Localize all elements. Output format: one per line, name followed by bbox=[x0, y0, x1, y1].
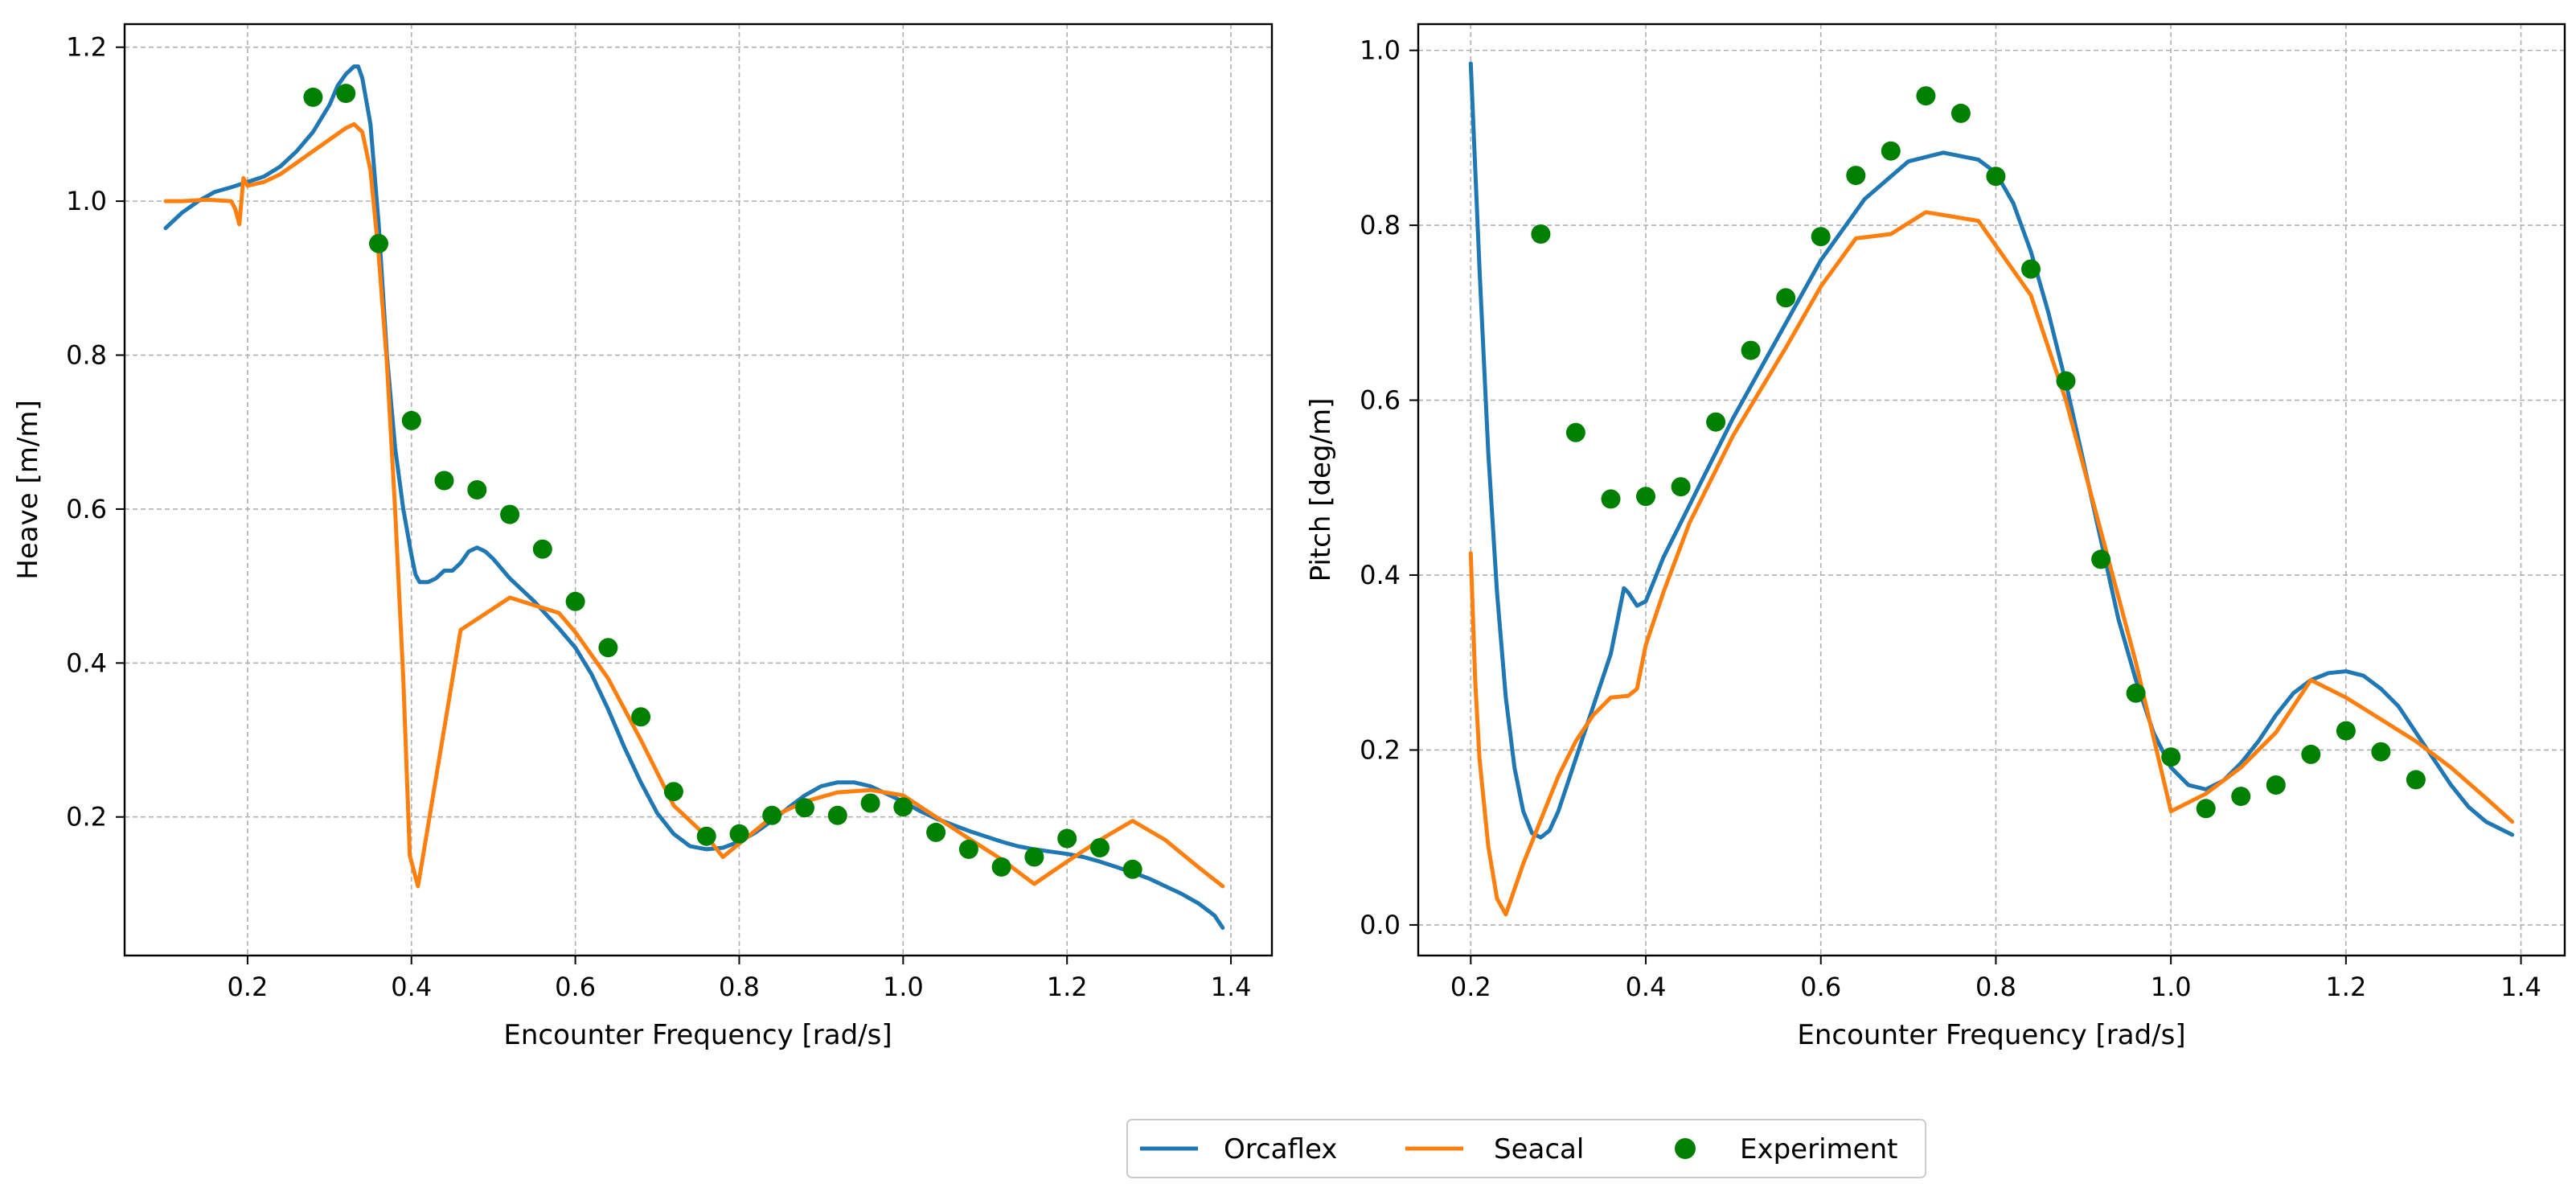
heave-y-tick-label: 0.6 bbox=[66, 494, 107, 524]
pitch-experiment-point bbox=[1671, 477, 1691, 497]
heave-experiment-point bbox=[500, 504, 520, 524]
pitch-experiment-point bbox=[1950, 103, 1971, 123]
pitch-experiment-point bbox=[2231, 787, 2251, 807]
heave-experiment-point bbox=[467, 480, 487, 499]
heave-y-tick-label: 1.2 bbox=[66, 32, 107, 63]
heave-experiment-point bbox=[532, 539, 552, 559]
pitch-x-tick-label: 0.6 bbox=[1800, 972, 1841, 1002]
pitch-experiment-point bbox=[1636, 487, 1655, 507]
pitch-experiment-point bbox=[1846, 166, 1866, 186]
heave-experiment-point bbox=[926, 822, 946, 842]
heave-x-tick-label: 1.4 bbox=[1211, 972, 1252, 1002]
heave-y-tick-label: 0.2 bbox=[66, 802, 107, 832]
pitch-y-axis-label: Pitch [deg/m] bbox=[1305, 398, 1337, 582]
pitch-experiment-point bbox=[2371, 742, 2391, 762]
heave-experiment-point bbox=[893, 797, 913, 817]
pitch-experiment-point bbox=[2266, 775, 2286, 795]
legend-experiment-label: Experiment bbox=[1740, 1133, 1897, 1165]
heave-y-axis-label: Heave [m/m] bbox=[12, 400, 44, 579]
heave-x-tick-label: 1.2 bbox=[1047, 972, 1088, 1002]
heave-x-tick-label: 0.4 bbox=[391, 972, 432, 1002]
pitch-experiment-point bbox=[1776, 288, 1796, 308]
heave-x-tick-label: 0.6 bbox=[555, 972, 596, 1002]
pitch-x-tick-label: 1.4 bbox=[2500, 972, 2541, 1002]
pitch-experiment-point bbox=[2021, 259, 2041, 279]
pitch-y-tick-label: 0.8 bbox=[1360, 210, 1401, 240]
pitch-experiment-point bbox=[1706, 412, 1726, 432]
heave-y-tick-label: 0.4 bbox=[66, 647, 107, 678]
heave-experiment-point bbox=[1024, 847, 1044, 867]
pitch-experiment-point bbox=[1565, 422, 1585, 442]
pitch-x-tick-label: 0.2 bbox=[1450, 972, 1491, 1002]
heave-experiment-point bbox=[598, 638, 618, 658]
heave-experiment-point bbox=[860, 793, 880, 813]
pitch-experiment-point bbox=[2126, 683, 2146, 703]
pitch-experiment-point bbox=[1811, 227, 1831, 247]
heave-experiment-point bbox=[336, 84, 356, 104]
pitch-orcaflex-line bbox=[1468, 61, 2515, 840]
legend-box bbox=[1126, 1119, 1926, 1178]
heave-x-tick-label: 0.8 bbox=[719, 972, 760, 1002]
heave-experiment-point bbox=[795, 798, 814, 818]
legend: Orcaflex Seacal Experiment bbox=[1126, 1119, 1926, 1178]
pitch-experiment-point bbox=[2336, 721, 2356, 741]
heave-y-tick-label: 1.0 bbox=[66, 186, 107, 216]
pitch-axes-frame bbox=[1417, 23, 2566, 957]
heave-seacal-line bbox=[163, 121, 1225, 889]
pitch-x-tick-label: 1.0 bbox=[2151, 972, 2192, 1002]
pitch-experiment-point bbox=[2301, 744, 2321, 764]
pitch-x-tick-label: 1.2 bbox=[2325, 972, 2366, 1002]
pitch-chart: 0.2 0.4 0.6 0.8 1.0 1.2 1.40.00.20.40.60.81.0 … bbox=[1305, 23, 2566, 1051]
pitch-seacal-line bbox=[1468, 210, 2515, 917]
heave-experiment-point bbox=[401, 410, 421, 430]
heave-experiment-point bbox=[631, 707, 651, 727]
pitch-experiment-point bbox=[1881, 141, 1901, 161]
pitch-experiment-point bbox=[2056, 371, 2076, 391]
heave-experiment-point bbox=[434, 471, 454, 491]
pitch-experiment-point bbox=[2196, 799, 2216, 819]
pitch-y-tick-label: 1.0 bbox=[1360, 35, 1401, 66]
heave-experiment-point bbox=[369, 233, 388, 253]
pitch-y-tick-label: 0.4 bbox=[1360, 560, 1401, 590]
heave-experiment-point bbox=[991, 857, 1011, 877]
pitch-x-axis-label: Encounter Frequency [rad/s] bbox=[1797, 1019, 2185, 1051]
pitch-x-tick-label: 0.8 bbox=[1975, 972, 2016, 1002]
heave-chart: 0.2 0.4 0.6 0.8 1.0 1.2 1.40.20.40.60.81.01.2 … bbox=[12, 23, 1274, 1051]
heave-experiment-point bbox=[1090, 838, 1110, 857]
pitch-x-tick-label: 0.4 bbox=[1626, 972, 1667, 1002]
heave-experiment-point bbox=[303, 87, 323, 107]
heave-x-axis-label: Encounter Frequency [rad/s] bbox=[503, 1019, 892, 1051]
legend-seacal-label: Seacal bbox=[1494, 1133, 1584, 1165]
heave-experiment-point bbox=[958, 839, 978, 859]
heave-experiment-point bbox=[729, 824, 749, 844]
heave-x-tick-label: 0.2 bbox=[227, 972, 268, 1002]
heave-experiment-point bbox=[696, 826, 716, 846]
pitch-y-tick-label: 0.6 bbox=[1360, 385, 1401, 416]
heave-experiment-point bbox=[762, 805, 782, 825]
heave-experiment-point bbox=[663, 782, 683, 802]
pitch-y-tick-label: 0.0 bbox=[1360, 910, 1401, 940]
pitch-experiment-point bbox=[2406, 770, 2426, 790]
pitch-experiment-point bbox=[1986, 166, 2006, 187]
pitch-experiment-point bbox=[2091, 549, 2111, 569]
heave-experiment-point bbox=[565, 591, 585, 611]
legend-experiment-swatch bbox=[1675, 1138, 1696, 1159]
heave-y-tick-label: 0.8 bbox=[66, 340, 107, 371]
heave-experiment-point bbox=[827, 805, 847, 825]
pitch-experiment-point bbox=[2161, 747, 2181, 767]
heave-x-tick-label: 1.0 bbox=[883, 972, 924, 1002]
pitch-experiment-point bbox=[1741, 340, 1761, 360]
pitch-experiment-point bbox=[1916, 86, 1936, 106]
heave-experiment-point bbox=[1122, 859, 1142, 879]
heave-axes-frame bbox=[123, 23, 1274, 957]
legend-orcaflex-label: Orcaflex bbox=[1224, 1133, 1337, 1165]
pitch-experiment-point bbox=[1601, 489, 1621, 509]
heave-experiment-point bbox=[1057, 828, 1077, 849]
heave-orcaflex-line bbox=[163, 64, 1225, 930]
pitch-y-tick-label: 0.2 bbox=[1360, 734, 1401, 765]
pitch-experiment-point bbox=[1531, 224, 1551, 244]
